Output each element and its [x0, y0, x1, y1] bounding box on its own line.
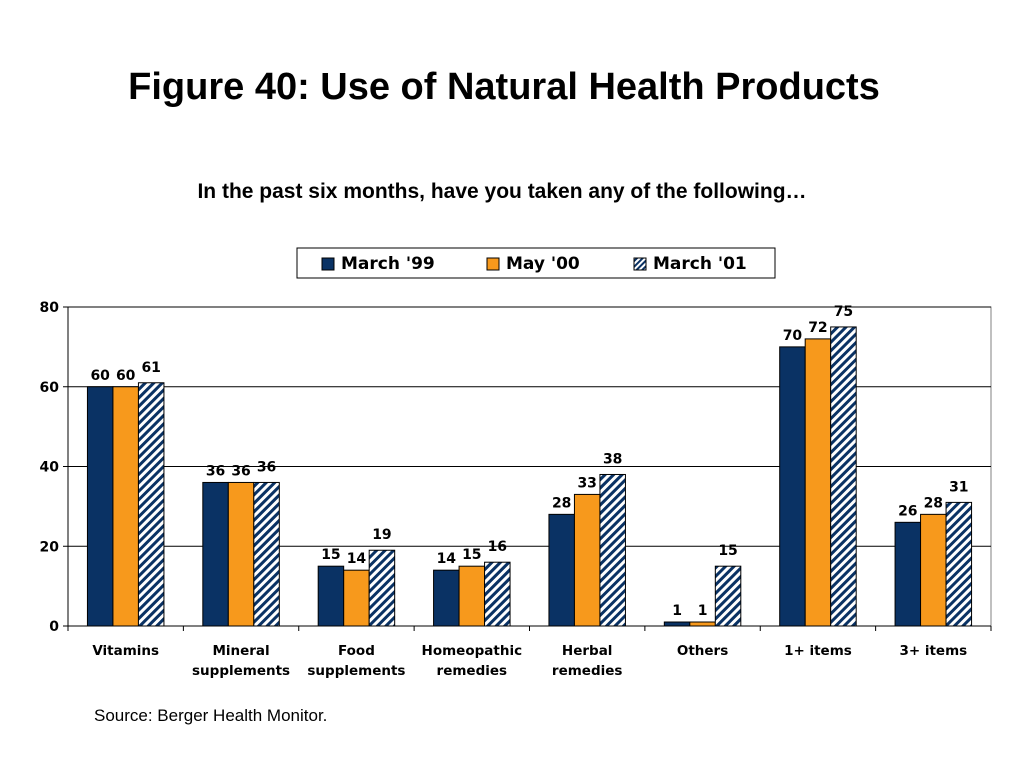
bar-march-99: [202, 481, 229, 627]
chart-data-labels: 60 60 61 36 36 36 15 14 19 14 15 16 28 33 38 1 1 15 70 72 75…: [90, 304, 968, 619]
x-category-label: Mineral: [212, 643, 269, 659]
legend-swatch: [321, 257, 335, 271]
legend-swatch: [486, 257, 500, 271]
x-category-label: 3+ items: [899, 643, 967, 659]
data-label: 36: [257, 459, 276, 475]
y-tick-label: 40: [40, 460, 60, 476]
data-label: 36: [231, 463, 250, 479]
bar-march-99: [663, 621, 691, 627]
data-label: 75: [834, 304, 853, 320]
x-category-label: Homeopathic: [422, 643, 523, 659]
data-label: 72: [808, 320, 827, 336]
data-label: 1: [672, 603, 682, 619]
chart-title: Figure 40: Use of Natural Health Product…: [128, 66, 880, 108]
bar-may-00: [343, 569, 370, 627]
data-label: 36: [206, 463, 225, 479]
x-category-label: remedies: [437, 663, 508, 679]
data-label: 31: [949, 479, 968, 495]
bar-march-99: [894, 521, 922, 627]
bar-march-99: [86, 386, 114, 627]
bar-may-00: [804, 338, 832, 627]
data-label: 61: [141, 360, 160, 376]
legend-label: May '00: [506, 254, 580, 274]
data-label: 15: [462, 547, 481, 563]
data-label: 70: [783, 328, 803, 344]
bar-march-01: [599, 473, 626, 627]
data-label: 28: [924, 495, 943, 511]
data-label: 33: [577, 475, 596, 491]
data-label: 15: [718, 543, 737, 559]
data-label: 28: [552, 495, 571, 511]
y-tick-label: 80: [40, 300, 60, 316]
data-label: 14: [347, 551, 367, 567]
bar-march-99: [317, 565, 345, 627]
chart-subtitle: In the past six months, have you taken a…: [197, 180, 807, 203]
x-category-label: 1+ items: [784, 643, 852, 659]
x-category-label: Others: [677, 643, 728, 659]
data-label: 60: [90, 368, 110, 384]
chart-axes: 0 20 40 60 80 Vitamins Mineral supplements Food s…: [40, 300, 992, 679]
bar-march-01: [830, 326, 857, 627]
chart-legend: March '99 May '00 March '01: [296, 247, 776, 279]
bar-march-99: [548, 513, 575, 627]
x-category-label: Herbal: [562, 643, 613, 659]
bar-march-01: [137, 382, 165, 627]
data-label: 15: [321, 547, 340, 563]
data-label: 14: [437, 551, 457, 567]
legend-box: [296, 247, 776, 279]
data-label: 16: [488, 539, 507, 555]
legend-label: March '01: [653, 254, 747, 274]
bar-may-00: [112, 386, 139, 627]
y-tick-label: 0: [49, 619, 59, 635]
legend-label: March '99: [341, 254, 435, 274]
x-category-label: Vitamins: [92, 643, 159, 659]
bar-may-00: [227, 481, 255, 627]
bar-march-99: [433, 569, 460, 627]
data-label: 38: [603, 451, 622, 467]
x-category-label: remedies: [552, 663, 623, 679]
y-tick-label: 20: [40, 539, 60, 555]
bar-may-00: [573, 493, 601, 627]
bar-march-01: [253, 481, 280, 627]
x-category-label: supplements: [307, 663, 405, 679]
bar-march-01: [368, 549, 396, 627]
chart-bars: [86, 326, 973, 627]
data-label: 26: [898, 503, 917, 519]
bar-march-01: [714, 565, 742, 627]
y-tick-label: 60: [40, 380, 60, 396]
bar-march-01: [484, 561, 511, 627]
bar-may-00: [689, 621, 716, 627]
bar-march-99: [779, 346, 806, 627]
legend-swatch: [633, 257, 647, 271]
data-label: 1: [698, 603, 708, 619]
x-category-label: supplements: [192, 663, 290, 679]
data-label: 19: [372, 527, 391, 543]
bar-march-01: [945, 501, 973, 627]
x-category-label: Food: [338, 643, 375, 659]
data-label: 60: [116, 368, 136, 384]
source-note: Source: Berger Health Monitor.: [94, 706, 328, 725]
bar-may-00: [458, 565, 486, 627]
bar-may-00: [920, 513, 947, 627]
